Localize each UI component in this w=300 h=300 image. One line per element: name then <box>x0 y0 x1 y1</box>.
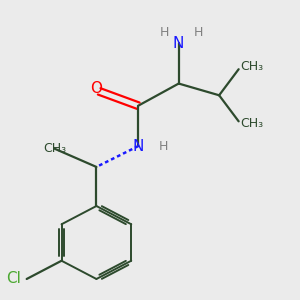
Text: N: N <box>133 139 144 154</box>
Text: CH₃: CH₃ <box>43 142 66 155</box>
Text: CH₃: CH₃ <box>240 117 263 130</box>
Text: N: N <box>173 36 184 51</box>
Text: H: H <box>194 26 203 39</box>
Text: H: H <box>159 140 168 153</box>
Text: O: O <box>90 81 102 96</box>
Text: CH₃: CH₃ <box>240 60 263 73</box>
Text: H: H <box>160 26 170 39</box>
Text: Cl: Cl <box>6 272 21 286</box>
